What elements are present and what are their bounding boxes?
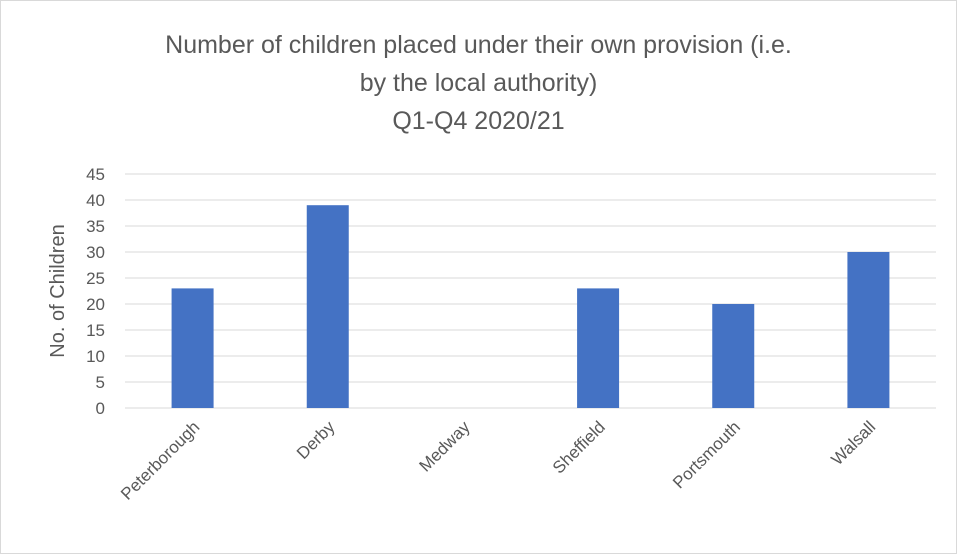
bar-sheffield	[577, 288, 620, 408]
y-tick-label: 25	[86, 269, 105, 288]
x-tick-label-medway: Medway	[416, 417, 475, 476]
y-tick-label: 35	[86, 217, 105, 236]
gridlines	[125, 173, 936, 409]
x-tick-label-sheffield: Sheffield	[549, 417, 609, 477]
y-tick-label: 5	[96, 373, 105, 392]
x-tick-label-peterborough: Peterborough	[117, 417, 203, 503]
y-tick-label: 45	[86, 165, 105, 184]
chart-title-line-2: by the local authority)	[359, 69, 598, 97]
y-tick-label: 0	[96, 399, 105, 418]
x-tick-label-portsmouth: Portsmouth	[669, 417, 744, 492]
y-tick-label: 30	[86, 243, 105, 262]
x-tick-label-derby: Derby	[293, 417, 339, 463]
y-tick-label: 20	[86, 295, 105, 314]
bar-derby	[306, 205, 349, 408]
bar-portsmouth	[712, 304, 755, 408]
y-tick-label: 40	[86, 191, 105, 210]
x-axis-ticks: Peterborough Derby Medway Sheffield Portsmou…	[117, 417, 879, 504]
bar-peterborough	[171, 288, 214, 408]
bars	[171, 205, 890, 408]
y-axis-ticks: 0 5 10 15 20 25 30 35 40 45	[86, 165, 105, 418]
y-tick-label: 15	[86, 321, 105, 340]
chart-title-line-3: Q1-Q4 2020/21	[392, 107, 565, 135]
chart-title-line-1: Number of children placed under their ow…	[165, 31, 792, 59]
bar-walsall	[847, 252, 890, 408]
x-tick-label-walsall: Walsall	[828, 417, 880, 469]
y-axis-label: No. of Children	[47, 224, 69, 357]
y-tick-label: 10	[86, 347, 105, 366]
